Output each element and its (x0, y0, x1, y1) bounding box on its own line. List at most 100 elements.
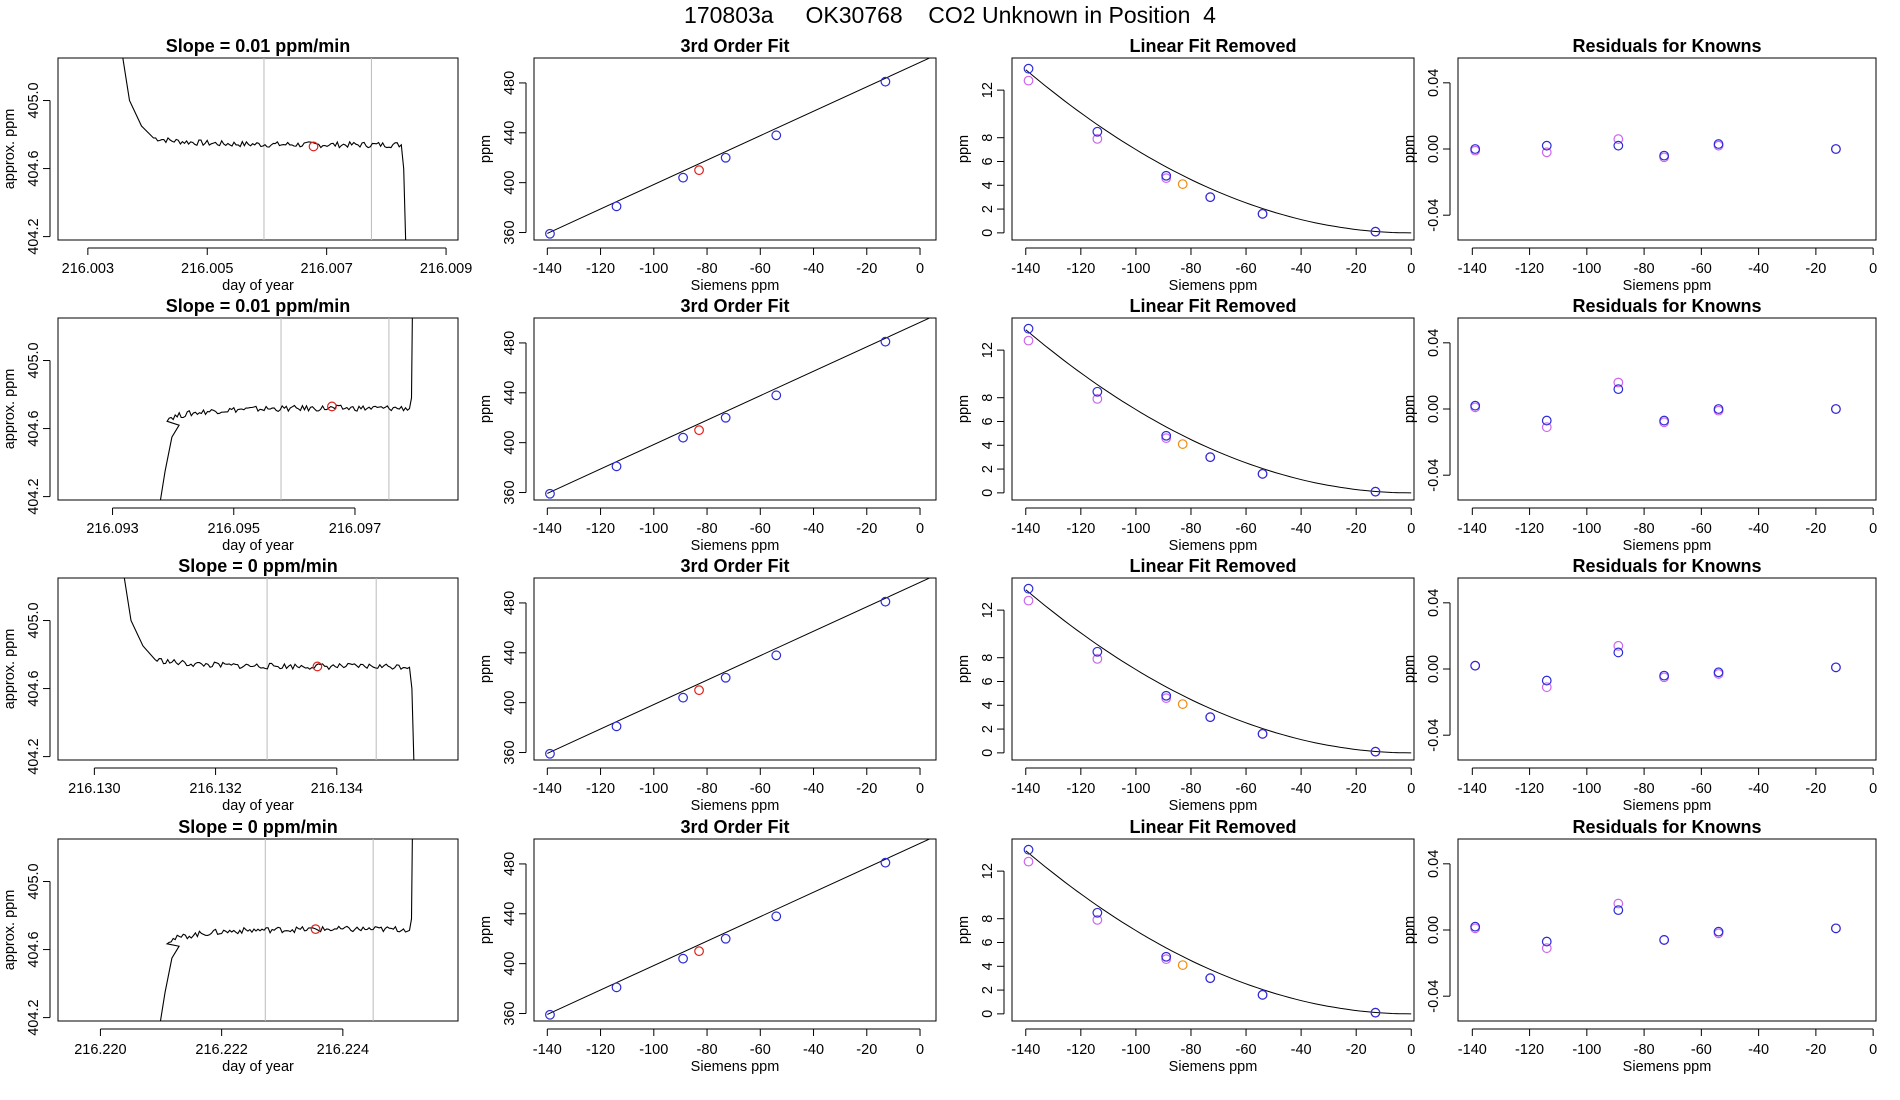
known-standard-point (771, 390, 782, 401)
known-standard-point (1257, 468, 1268, 479)
known-standard-point (880, 857, 891, 868)
chart-panel-r1-c2: 3rd Order Fit -140 -120 -100 -80 -60 -40 -20 0 Si… (478, 36, 937, 294)
x-tick-label: -60 (1691, 261, 1712, 277)
residual-point (1831, 404, 1841, 414)
x-tick-label: -100 (639, 1042, 668, 1058)
y-tick-label: 404.2 (26, 478, 42, 514)
residual-point (1613, 905, 1624, 916)
x-tick-label: -40 (1291, 1042, 1312, 1058)
unknown-sample-point (308, 141, 319, 152)
x-axis-label: day of year (222, 278, 294, 294)
x-axis-label: Siemens ppm (1623, 278, 1712, 294)
x-tick-label: -140 (533, 1042, 562, 1058)
x-tick-label: 216.132 (189, 781, 241, 797)
residual-point (1470, 144, 1481, 154)
chart-panel-r2-c2: 3rd Order Fit -140 -120 -100 -80 -60 -40 -20 0 Si… (478, 296, 937, 554)
plot-area (159, 839, 413, 1021)
y-tick-label: -0.04 (1426, 980, 1442, 1013)
known-standard-point (720, 672, 731, 683)
plot-area (1470, 134, 1841, 163)
y-axis-label: ppm (478, 395, 494, 423)
known-standard-point (678, 953, 688, 964)
x-tick-label: -120 (1515, 261, 1544, 277)
known-standard-point (720, 152, 731, 163)
x-tick-label: -60 (1691, 1042, 1712, 1058)
x-tick-label: -40 (1748, 521, 1769, 537)
x-tick-label: -100 (1121, 781, 1150, 797)
unknown-sample-point (310, 924, 321, 935)
plot-frame (1011, 577, 1415, 761)
x-tick-label: -140 (1011, 261, 1040, 277)
x-tick-label: 216.134 (311, 781, 363, 797)
known-standard-point (678, 172, 688, 183)
y-tick-label: 0 (980, 1010, 996, 1018)
x-tick-label: -140 (533, 261, 562, 277)
y-tick-label: 404.2 (26, 218, 42, 254)
plot-frame (1457, 838, 1877, 1022)
x-tick-label: -60 (1691, 781, 1712, 797)
y-tick-label: 480 (502, 852, 518, 876)
x-tick-label: -120 (1515, 1042, 1544, 1058)
x-tick-label: -80 (1180, 261, 1201, 277)
x-tick-label: -40 (803, 781, 824, 797)
x-tick-label: -80 (697, 1042, 718, 1058)
y-tick-label: 4 (980, 962, 996, 970)
known-standard-point (1257, 728, 1268, 739)
known-standard-point (771, 650, 782, 661)
x-tick-label: -80 (1180, 781, 1201, 797)
known-standard-point (678, 692, 688, 703)
y-axis-label: ppm (478, 916, 494, 944)
x-tick-label: 0 (1869, 1042, 1877, 1058)
y-tick-label: 440 (502, 902, 518, 926)
x-tick-label: -80 (1634, 261, 1655, 277)
plot-area (1470, 377, 1841, 433)
x-tick-label: -60 (1236, 521, 1257, 537)
y-axis-label: ppm (1402, 395, 1418, 423)
x-tick-label: -20 (856, 261, 877, 277)
plot-area (122, 58, 407, 240)
y-tick-label: 6 (980, 157, 996, 165)
x-axis-label: Siemens ppm (691, 278, 780, 294)
chart-panel-r4-c2: 3rd Order Fit -140 -120 -100 -80 -60 -40 -20 0 Si… (478, 817, 937, 1075)
known-alt-point (1161, 954, 1172, 965)
x-axis-label: day of year (222, 538, 294, 554)
plot-frame (57, 57, 459, 241)
chart-panel-r1-c3: Linear Fit Removed -140 -120 -100 -80 -60 -40 -… (956, 36, 1415, 294)
residual-point (1541, 140, 1552, 151)
residual-point (1659, 415, 1670, 426)
y-tick-label: 4 (980, 441, 996, 449)
x-tick-label: -120 (1066, 521, 1095, 537)
known-alt-point (1023, 595, 1034, 606)
y-tick-label: 0 (980, 489, 996, 497)
known-standard-point (611, 461, 622, 472)
concentration-trace (159, 839, 413, 1021)
y-tick-label: 12 (980, 602, 996, 618)
x-tick-label: -40 (1291, 261, 1312, 277)
residual-alt-point (1613, 898, 1624, 909)
y-tick-label: 0.00 (1426, 135, 1442, 163)
x-tick-label: -40 (1291, 521, 1312, 537)
chart-panel-r1-c1: Slope = 0.01 ppm/min 216.003 216.005 216.00… (2, 36, 472, 294)
known-standard-point (1205, 973, 1216, 984)
x-tick-label: -20 (856, 781, 877, 797)
chart-panel-r4-c1: Slope = 0 ppm/min 216.220 216.222 216.224 da… (2, 817, 459, 1075)
x-tick-label: -20 (1805, 781, 1826, 797)
y-tick-label: 8 (980, 915, 996, 923)
plot-area (1023, 323, 1412, 497)
plot-frame (57, 577, 459, 761)
concentration-trace (159, 318, 413, 500)
y-tick-label: 0.04 (1426, 69, 1442, 97)
x-axis-label: Siemens ppm (691, 538, 780, 554)
y-tick-label: 0.04 (1426, 850, 1442, 878)
y-tick-label: 8 (980, 134, 996, 142)
y-axis-label: ppm (1402, 135, 1418, 163)
run-id: 170803a (684, 2, 774, 28)
residual-alt-point (1541, 943, 1552, 954)
known-standard-point (1023, 323, 1034, 334)
panel-title: Slope = 0.01 ppm/min (166, 296, 351, 316)
figure-description: CO2 Unknown in Position 4 (928, 2, 1216, 28)
chart-panel-r4-c3: Linear Fit Removed -140 -120 -100 -80 -60 -40 -… (956, 817, 1415, 1075)
plot-area (545, 839, 931, 1020)
y-tick-label: 405.0 (26, 863, 42, 899)
